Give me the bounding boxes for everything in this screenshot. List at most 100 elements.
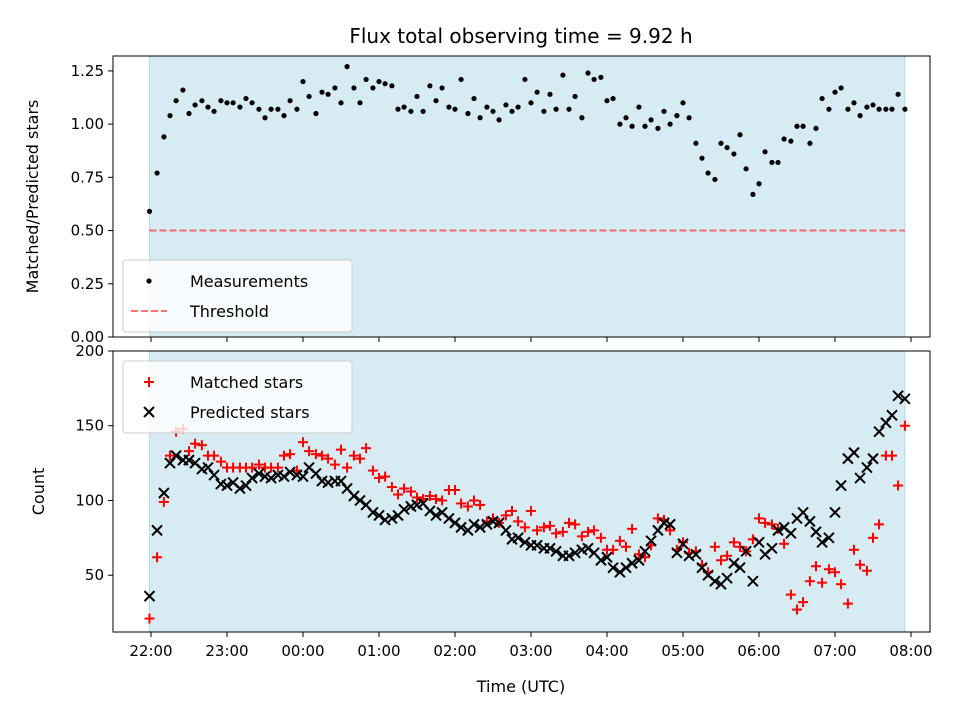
predicted-star-point	[614, 566, 626, 578]
count-panel: 50 100 150 200 22:00 23:00 00:00 01:00 02:00 03:…	[29, 342, 933, 696]
measurement-point	[154, 170, 160, 176]
matched-star-point	[849, 544, 859, 555]
matched-star-point	[361, 443, 372, 454]
matched-star-point	[570, 519, 581, 530]
matched-star-point	[247, 462, 258, 473]
matched-star-point	[766, 519, 777, 530]
predicted-star-point	[734, 562, 746, 574]
measurement-point	[553, 106, 559, 112]
measurement-point	[712, 176, 718, 183]
matched-star-point	[279, 450, 289, 461]
measurement-point	[788, 138, 794, 144]
matched-star-point	[665, 525, 676, 536]
matched-star-point	[804, 576, 815, 587]
matched-star-point	[500, 510, 511, 521]
matched-star-point	[823, 564, 834, 575]
matched-star-point	[716, 555, 726, 566]
matched-star-point	[304, 446, 315, 457]
matched-star-point	[728, 537, 739, 548]
ratio-x-ticks	[150, 337, 912, 342]
predicted-star-point	[607, 562, 619, 574]
predicted-star-point	[664, 518, 676, 531]
y-tick-label: 100	[75, 491, 104, 509]
measurement-point	[420, 108, 426, 114]
measurement-point	[332, 85, 338, 91]
predicted-star-point	[816, 536, 828, 549]
predicted-star-point	[677, 538, 689, 550]
matched-star-point	[678, 537, 688, 548]
measurement-point	[357, 100, 363, 106]
measurement-point	[427, 83, 433, 89]
matched-star-point	[253, 459, 264, 470]
measurement-point	[351, 85, 357, 91]
matched-star-point	[348, 450, 359, 461]
predicted-star-point	[569, 547, 581, 559]
matched-star-point	[431, 493, 441, 504]
x-tick-label: 00:00	[281, 642, 324, 660]
measurement-point	[243, 95, 249, 102]
matched-star-point	[614, 535, 625, 546]
y-tick-label: 0.00	[71, 328, 104, 346]
measurement-point	[249, 100, 255, 106]
matched-star-point	[367, 465, 378, 476]
predicted-star-point	[804, 515, 816, 528]
x-tick-label: 03:00	[509, 642, 552, 660]
measurement-point	[686, 115, 692, 121]
measurement-point	[382, 81, 388, 87]
y-tick-label: 50	[85, 566, 104, 584]
matched-star-point	[532, 525, 543, 536]
measurement-point	[560, 72, 566, 78]
predicted-star-point	[481, 518, 493, 531]
measurement-point	[541, 108, 547, 114]
matched-star-point	[551, 528, 562, 539]
measurement-point	[845, 106, 851, 112]
matched-star-point	[583, 526, 593, 537]
y-tick-label: 0.50	[71, 222, 104, 240]
measurement-point	[401, 104, 407, 110]
measurement-point	[876, 106, 882, 112]
matched-star-point	[798, 597, 809, 608]
legend-measurements-marker	[146, 278, 152, 284]
matched-star-point	[887, 450, 897, 461]
predicted-star-point	[728, 557, 740, 569]
legend-label: Matched stars	[190, 373, 303, 392]
predicted-star-point	[563, 550, 575, 562]
ratio-y-ticks: 0.00 0.25 0.50 0.75 1.00 1.25	[71, 62, 113, 346]
matched-star-point	[526, 505, 536, 516]
predicted-star-point	[151, 524, 163, 537]
matched-star-point	[868, 532, 878, 543]
measurement-point	[522, 76, 528, 83]
predicted-star-point	[531, 539, 543, 552]
predicted-star-point	[512, 532, 524, 544]
measurement-point	[471, 95, 477, 102]
matched-star-point	[722, 550, 733, 561]
matched-star-point	[323, 453, 334, 464]
measurement-point	[458, 76, 464, 83]
matched-star-point	[557, 526, 568, 537]
measurement-point	[693, 140, 699, 146]
predicted-star-point	[234, 482, 246, 495]
predicted-star-point	[544, 542, 556, 555]
predicted-star-point	[753, 536, 765, 549]
predicted-star-point	[143, 406, 155, 418]
x-tick-label: 08:00	[889, 642, 932, 660]
measurement-point	[180, 87, 186, 93]
measurement-point	[819, 95, 825, 102]
predicted-star-point	[886, 409, 898, 421]
x-tick-label: 04:00	[585, 642, 628, 660]
predicted-star-point	[424, 505, 436, 517]
measurement-point	[294, 106, 300, 112]
matched-stars-series	[144, 420, 910, 624]
measurement-point	[408, 108, 414, 114]
matched-star-point	[817, 577, 828, 588]
matched-star-point	[310, 449, 321, 460]
predicted-star-point	[645, 535, 657, 547]
matched-star-point	[811, 561, 821, 572]
measurement-point	[838, 85, 844, 91]
predicted-star-point	[170, 449, 182, 462]
measurement-point	[477, 115, 483, 121]
measurement-point	[743, 166, 749, 172]
predicted-star-point	[474, 521, 486, 534]
measurement-point	[205, 104, 211, 110]
matched-star-point	[709, 541, 720, 552]
